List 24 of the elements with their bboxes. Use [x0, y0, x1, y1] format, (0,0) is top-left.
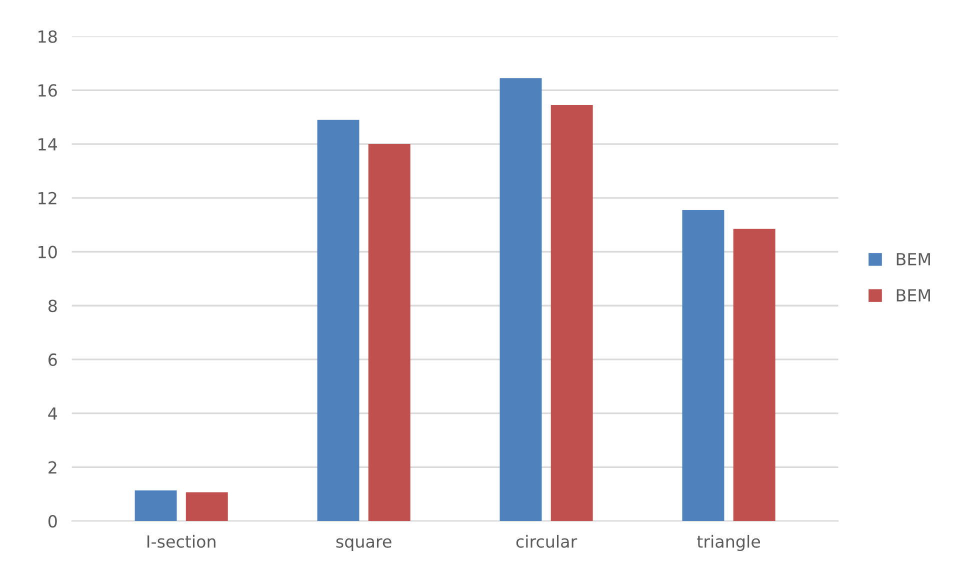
y-tick-label: 8: [48, 300, 57, 312]
bar: [682, 210, 724, 522]
x-tick-label: I-section: [147, 534, 216, 548]
bar: [317, 120, 360, 522]
bar: [550, 105, 593, 522]
x-tick-label: triangle: [697, 534, 760, 552]
y-tick-label: 14: [38, 138, 58, 150]
legend-label: BEM: [896, 289, 930, 302]
y-tick-label: 6: [48, 353, 57, 366]
y-tick-label: 12: [38, 192, 56, 204]
y-tick-label: 0: [48, 514, 57, 528]
bar: [733, 228, 776, 522]
x-tick-label: circular: [516, 534, 578, 548]
y-tick-label: 2: [48, 461, 56, 474]
bar: [368, 144, 410, 522]
bar: [134, 490, 177, 522]
y-tick-label: 16: [38, 84, 57, 97]
y-tick-label: 10: [38, 246, 57, 258]
y-tick-label: 18: [38, 30, 57, 43]
bar: [186, 492, 228, 522]
bar: [500, 78, 542, 522]
y-tick-label: 4: [48, 408, 58, 420]
x-tick-label: square: [336, 538, 392, 552]
legend-label: BEM: [896, 253, 930, 266]
